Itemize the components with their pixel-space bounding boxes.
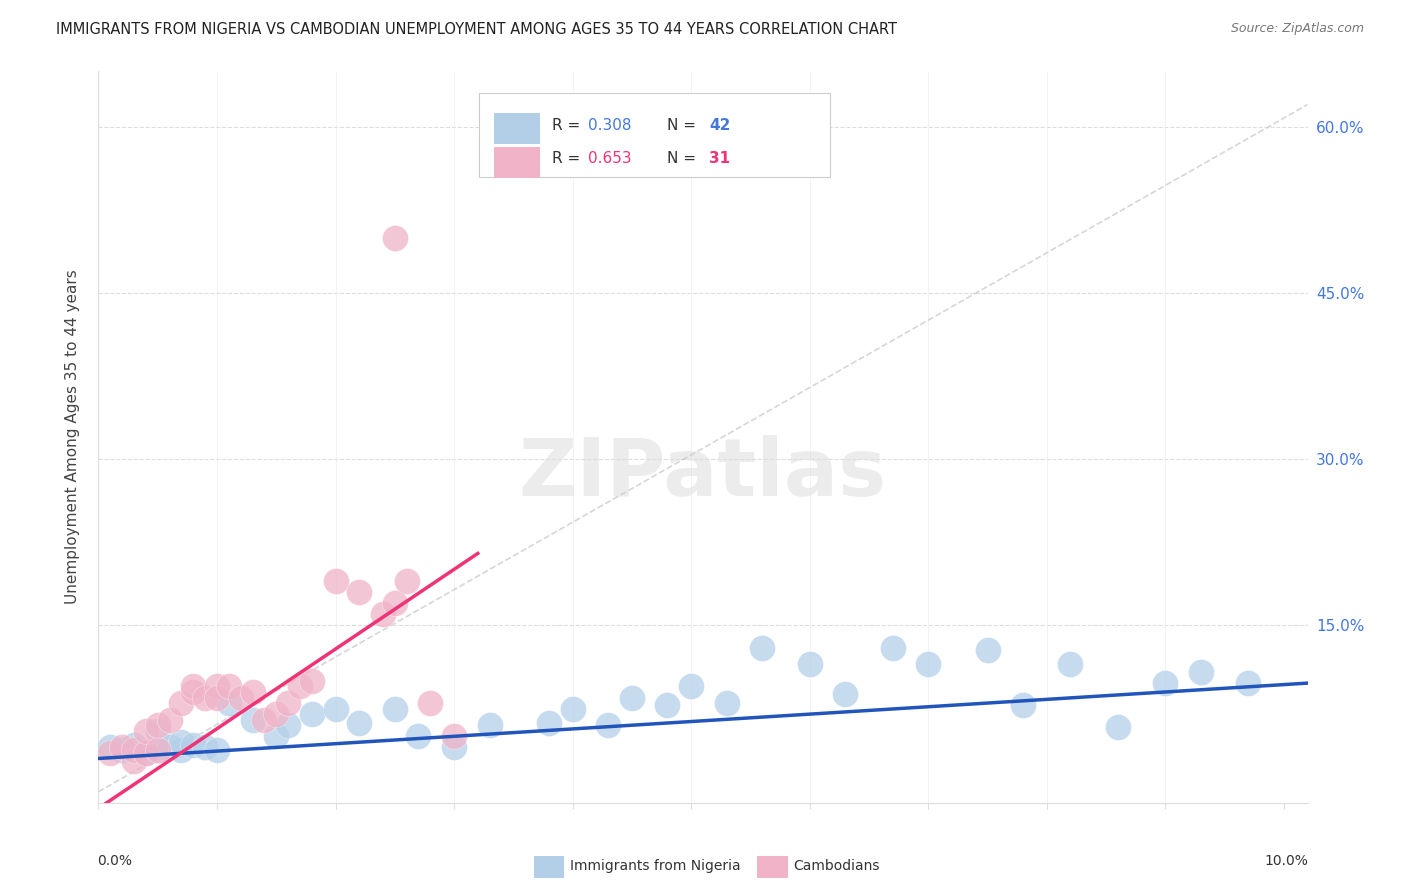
Point bbox=[135, 723, 157, 738]
Point bbox=[264, 729, 287, 743]
Point bbox=[301, 673, 323, 688]
Point bbox=[98, 746, 121, 760]
Point bbox=[146, 723, 169, 738]
Point bbox=[181, 680, 204, 694]
Point bbox=[371, 607, 394, 622]
Point bbox=[122, 742, 145, 756]
Point bbox=[194, 740, 217, 755]
Point bbox=[218, 680, 240, 694]
Point bbox=[751, 640, 773, 655]
Point bbox=[135, 746, 157, 760]
Point bbox=[159, 713, 181, 727]
Point bbox=[122, 738, 145, 752]
Point bbox=[598, 718, 620, 732]
Point bbox=[288, 680, 311, 694]
Point bbox=[657, 698, 679, 713]
Point bbox=[229, 690, 252, 705]
FancyBboxPatch shape bbox=[534, 856, 564, 878]
Point bbox=[301, 707, 323, 722]
FancyBboxPatch shape bbox=[479, 94, 830, 178]
Point bbox=[325, 574, 347, 589]
Text: 10.0%: 10.0% bbox=[1265, 854, 1309, 868]
Point bbox=[253, 713, 276, 727]
Text: R =: R = bbox=[551, 152, 585, 167]
Point bbox=[264, 707, 287, 722]
Point bbox=[194, 690, 217, 705]
FancyBboxPatch shape bbox=[758, 856, 787, 878]
Point bbox=[135, 746, 157, 760]
Text: N =: N = bbox=[666, 118, 700, 133]
Point bbox=[205, 680, 228, 694]
Text: R =: R = bbox=[551, 118, 585, 133]
Text: IMMIGRANTS FROM NIGERIA VS CAMBODIAN UNEMPLOYMENT AMONG AGES 35 TO 44 YEARS CORR: IMMIGRANTS FROM NIGERIA VS CAMBODIAN UNE… bbox=[56, 22, 897, 37]
Point bbox=[146, 742, 169, 756]
Point bbox=[384, 230, 406, 244]
Point bbox=[537, 716, 560, 731]
Point bbox=[347, 716, 370, 731]
Text: N =: N = bbox=[666, 152, 700, 167]
Text: Immigrants from Nigeria: Immigrants from Nigeria bbox=[569, 859, 741, 873]
Text: Source: ZipAtlas.com: Source: ZipAtlas.com bbox=[1230, 22, 1364, 36]
Point bbox=[561, 701, 583, 715]
Text: 0.653: 0.653 bbox=[588, 152, 631, 167]
Point bbox=[1189, 665, 1212, 679]
Point bbox=[170, 696, 193, 710]
Point bbox=[917, 657, 939, 672]
Point bbox=[325, 701, 347, 715]
Text: 31: 31 bbox=[709, 152, 730, 167]
Point bbox=[111, 740, 134, 755]
Point bbox=[242, 685, 264, 699]
Text: 42: 42 bbox=[709, 118, 731, 133]
Point bbox=[443, 729, 465, 743]
Point bbox=[170, 735, 193, 749]
Point bbox=[277, 718, 299, 732]
Point bbox=[122, 754, 145, 768]
Point bbox=[799, 657, 821, 672]
Point bbox=[181, 685, 204, 699]
Point bbox=[98, 740, 121, 755]
Point bbox=[419, 696, 441, 710]
Point bbox=[111, 742, 134, 756]
Point bbox=[395, 574, 418, 589]
Point bbox=[1012, 698, 1035, 713]
Point bbox=[1237, 676, 1260, 690]
Point bbox=[384, 596, 406, 610]
Text: 0.0%: 0.0% bbox=[97, 854, 132, 868]
Text: 0.308: 0.308 bbox=[588, 118, 631, 133]
Point bbox=[620, 690, 643, 705]
Text: ZIPatlas: ZIPatlas bbox=[519, 434, 887, 513]
Y-axis label: Unemployment Among Ages 35 to 44 years: Unemployment Among Ages 35 to 44 years bbox=[65, 269, 80, 605]
Point bbox=[834, 687, 856, 701]
Point bbox=[1107, 721, 1129, 735]
Point bbox=[170, 742, 193, 756]
Point bbox=[443, 740, 465, 755]
Point bbox=[277, 696, 299, 710]
Text: Cambodians: Cambodians bbox=[794, 859, 880, 873]
FancyBboxPatch shape bbox=[494, 147, 540, 178]
Point bbox=[716, 696, 738, 710]
Point bbox=[1059, 657, 1081, 672]
Point bbox=[347, 585, 370, 599]
Point bbox=[181, 738, 204, 752]
Point bbox=[384, 701, 406, 715]
Point bbox=[408, 729, 430, 743]
Point bbox=[146, 742, 169, 756]
Point bbox=[159, 740, 181, 755]
Point bbox=[205, 742, 228, 756]
Point bbox=[882, 640, 904, 655]
Point bbox=[205, 690, 228, 705]
Point bbox=[681, 680, 703, 694]
Point bbox=[146, 718, 169, 732]
FancyBboxPatch shape bbox=[494, 113, 540, 144]
Point bbox=[1154, 676, 1177, 690]
Point bbox=[976, 643, 998, 657]
Point bbox=[478, 718, 501, 732]
Point bbox=[242, 713, 264, 727]
Point bbox=[218, 696, 240, 710]
